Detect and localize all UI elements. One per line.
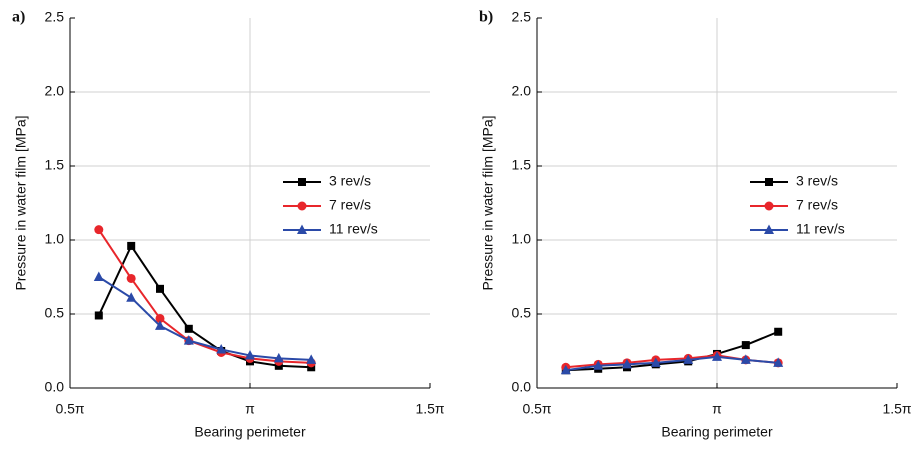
marker [156,284,164,293]
marker [155,320,165,330]
series-line [98,276,312,361]
series-line [565,330,779,372]
chart: 0.0 0.5 1.0 1.5 2.0 2.5 0.5π π 1.5π a) Bearing per… [12,9,445,440]
marker [126,292,137,302]
marker [712,351,722,361]
y-tick-label: 0.5 [512,305,532,321]
series-line [565,355,779,372]
marker [774,327,783,336]
y-tick-label: 1.0 [512,231,532,247]
marker [184,324,193,333]
marker [273,352,284,363]
x-tick-label: 0.5π [522,401,551,417]
legend-label: 7 rev/s [796,197,838,213]
y-tick-label: 2.5 [512,9,532,25]
marker [650,357,661,367]
legend-marker [297,224,307,234]
marker [740,354,751,364]
legend-marker [765,178,773,186]
legend-label: 11 rev/s [796,221,845,237]
y-tick-label: 0.5 [45,305,65,321]
y-tick-label: 1.5 [45,157,65,173]
marker [94,311,103,320]
panel-label: a) [12,9,25,26]
y-axis-label: Pressure in water film [MPa] [480,115,496,290]
marker [245,349,255,360]
x-tick-label: 1.5π [415,401,444,417]
x-axis-label: Bearing perimeter [194,424,306,440]
marker [622,358,632,369]
x-tick-label: π [245,401,255,417]
y-tick-label: 1.0 [45,231,65,247]
marker [126,273,136,283]
y-tick-label: 0.0 [45,379,65,395]
legend-label: 3 rev/s [329,173,371,189]
legend-label: 7 rev/s [329,197,371,213]
y-tick-label: 2.5 [45,9,65,25]
marker [773,357,784,367]
marker [593,360,604,370]
legend-marker [764,224,774,234]
marker [216,344,227,354]
series-line [97,229,312,364]
marker [560,364,571,375]
marker [683,354,694,364]
marker [94,225,104,235]
panel-label: b) [479,9,493,26]
legend-marker [298,178,306,186]
legend-marker [297,201,307,211]
chart: 0.0 0.5 1.0 1.5 2.0 2.5 0.5π π 1.5π b) Bearing per… [479,9,911,440]
marker [183,335,194,345]
legend-label: 11 rev/s [329,221,378,237]
y-axis-label: Pressure in water film [MPa] [13,115,29,290]
x-axis-label: Bearing perimeter [661,424,773,440]
y-tick-label: 0.0 [512,379,532,395]
x-tick-label: 1.5π [882,401,911,417]
legend-marker [764,201,774,211]
marker [127,241,136,250]
marker [741,341,750,350]
marker [155,313,165,323]
x-tick-label: π [712,401,722,417]
y-tick-label: 1.5 [512,157,532,173]
series-line [97,243,312,369]
legend-label: 3 rev/s [796,173,838,189]
marker [93,271,104,281]
y-tick-label: 2.0 [45,83,65,99]
marker [306,354,317,364]
x-tick-label: 0.5π [55,401,84,417]
y-tick-label: 2.0 [512,83,532,99]
